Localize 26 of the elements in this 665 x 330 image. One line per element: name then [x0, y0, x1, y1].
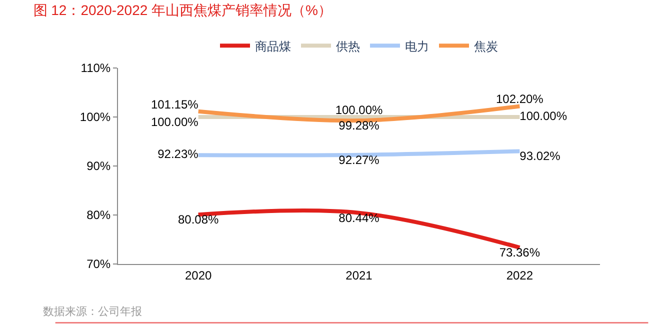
- chart-title: 图 12：2020-2022 年山西焦煤产销率情况（%）: [33, 2, 332, 18]
- x-tick-label: 2020: [184, 268, 212, 282]
- data-label: 100.00%: [335, 103, 384, 117]
- legend-label: 商品煤: [255, 39, 291, 54]
- data-label: 93.02%: [520, 149, 561, 164]
- data-label: 102.20%: [496, 92, 544, 106]
- data-label: 80.08%: [178, 212, 220, 227]
- y-tick-label: 80%: [86, 208, 111, 222]
- data-label: 80.44%: [338, 210, 380, 225]
- y-tick-label: 90%: [86, 159, 111, 174]
- legend-label: 供热: [336, 39, 360, 54]
- data-label: 100.00%: [520, 109, 568, 123]
- data-label: 100.00%: [150, 115, 199, 129]
- y-tick-label: 70%: [86, 257, 111, 272]
- x-tick-label: 2022: [506, 268, 534, 282]
- data-label: 92.23%: [158, 147, 199, 162]
- x-tick-label: 2021: [346, 268, 373, 282]
- data-label: 73.36%: [499, 246, 540, 260]
- source-note: 数据来源：公司年报: [43, 305, 142, 318]
- legend-label: 电力: [405, 39, 429, 54]
- y-tick-label: 110%: [80, 61, 111, 76]
- data-label: 99.28%: [338, 118, 380, 133]
- data-label: 101.15%: [150, 97, 199, 112]
- y-tick-label: 100%: [80, 110, 111, 124]
- data-label: 92.27%: [338, 152, 380, 167]
- legend-label: 焦炭: [474, 39, 498, 54]
